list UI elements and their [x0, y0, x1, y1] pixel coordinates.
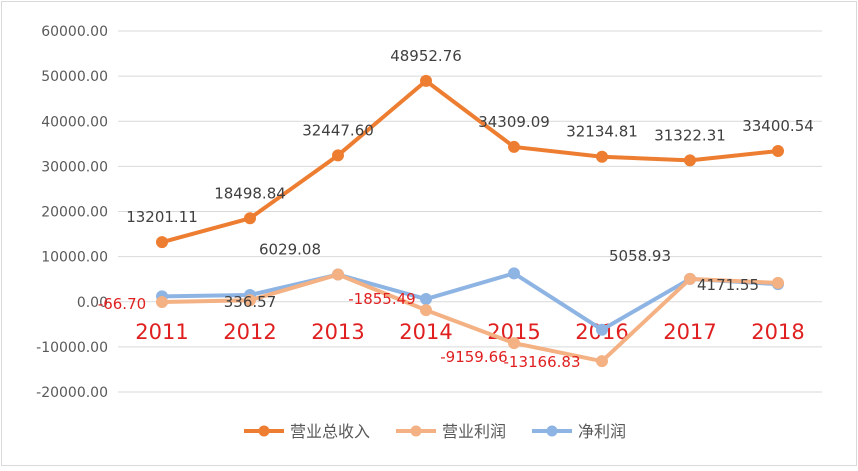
x-category-label: 2017: [663, 320, 716, 344]
data-point: [772, 276, 784, 289]
y-tick-label: 10000.00: [41, 250, 108, 266]
data-point: [332, 149, 344, 162]
data-label: -13166.83: [504, 353, 581, 371]
data-label: 48952.76: [390, 47, 462, 65]
data-label: 336.57: [224, 293, 277, 311]
legend-label: 营业利润: [442, 422, 506, 441]
series-line: [160, 272, 780, 364]
data-label: 32447.60: [302, 121, 374, 139]
x-category-label: 2018: [751, 320, 804, 344]
data-label: 13201.11: [126, 208, 198, 226]
legend-label: 净利润: [578, 422, 626, 441]
y-tick-label: -10000.00: [36, 340, 108, 356]
data-point: [332, 268, 344, 281]
series-lines: [156, 74, 784, 368]
y-tick-label: 30000.00: [41, 159, 108, 175]
x-category-label: 2013: [311, 320, 364, 344]
legend-marker: [410, 425, 422, 437]
data-point: [684, 154, 696, 167]
y-tick-label: 20000.00: [41, 205, 108, 221]
data-point: [684, 272, 696, 285]
legend: 营业总收入 营业利润 净利润: [244, 422, 626, 441]
data-label: 4171.55: [697, 276, 759, 294]
data-point: [156, 296, 168, 309]
data-point: [420, 304, 432, 317]
y-tick-label: 50000.00: [41, 69, 108, 85]
data-point: [596, 355, 608, 368]
data-point: [508, 267, 520, 280]
data-point: [596, 150, 608, 163]
x-category-label: 2012: [223, 320, 276, 344]
legend-label: 营业总收入: [290, 422, 370, 441]
legend-marker: [258, 425, 270, 437]
data-label: 18498.84: [214, 184, 286, 202]
y-tick-label: 40000.00: [41, 114, 108, 130]
x-category-label: 2011: [135, 320, 188, 344]
x-category-label: 2014: [399, 320, 452, 344]
data-point: [772, 145, 784, 158]
y-axis-tick-labels: -20000.00 -10000.00 0.00 10000.00 20000.00 30…: [36, 24, 108, 401]
data-label: -66.70: [98, 295, 146, 313]
data-point: [420, 293, 432, 306]
data-point: [508, 337, 520, 350]
data-label: 34309.09: [478, 113, 550, 131]
y-tick-label: 0.00: [77, 295, 108, 311]
data-point: [244, 294, 256, 307]
data-labels: 13201.11 18498.84 32447.60 48952.76 34309.09…: [98, 47, 814, 371]
series-line: [160, 271, 780, 332]
data-point: [156, 236, 168, 249]
data-point: [420, 74, 432, 87]
y-tick-label: 60000.00: [41, 24, 108, 40]
data-point: [596, 323, 608, 336]
y-tick-label: -20000.00: [36, 385, 108, 401]
data-label: 6029.08: [259, 241, 321, 259]
data-label: -9159.66: [440, 348, 507, 366]
data-label: 33400.54: [742, 117, 814, 135]
data-point: [508, 140, 520, 153]
series-line: [160, 78, 780, 245]
legend-marker: [546, 425, 558, 437]
data-label: 31322.31: [654, 126, 726, 144]
data-label: 5058.93: [609, 247, 671, 265]
data-point: [244, 212, 256, 225]
data-label: -1855.49: [348, 290, 415, 308]
data-label: 32134.81: [566, 123, 638, 141]
